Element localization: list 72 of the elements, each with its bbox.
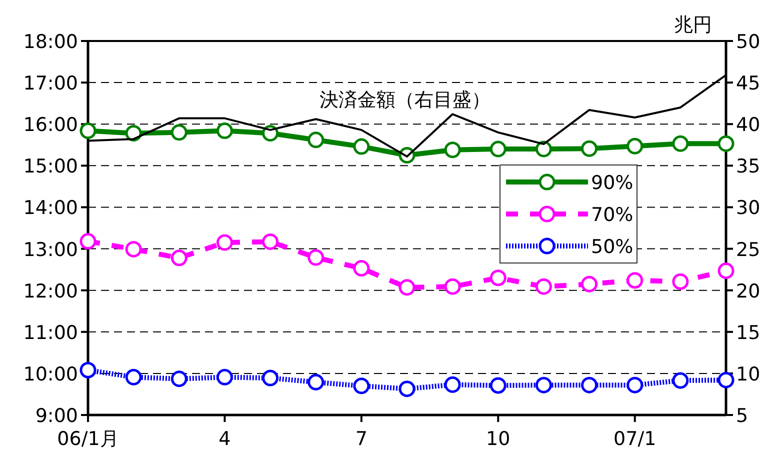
x-tick-label: 07/1 xyxy=(614,428,656,450)
y2-tick-label: 45 xyxy=(736,72,760,95)
y-tick-label: 12:00 xyxy=(23,280,78,302)
point xyxy=(308,132,324,148)
point xyxy=(535,278,552,295)
y-tick-label: 16:00 xyxy=(23,114,78,136)
legend-label: 50% xyxy=(591,236,634,258)
point xyxy=(718,135,734,152)
point xyxy=(125,240,142,258)
point xyxy=(308,249,324,266)
y2-tick-label: 40 xyxy=(736,114,760,136)
point xyxy=(672,135,689,152)
point xyxy=(626,376,644,394)
point xyxy=(444,278,461,295)
y2-tick-label: 5 xyxy=(736,405,748,427)
point xyxy=(581,276,598,292)
point xyxy=(398,380,416,398)
point xyxy=(490,140,506,158)
point xyxy=(672,372,689,389)
point xyxy=(490,377,506,394)
point xyxy=(353,260,370,277)
y-tick-label: 14:00 xyxy=(23,197,78,220)
y-tick-label: 18:00 xyxy=(23,31,78,53)
point xyxy=(216,122,233,140)
y2-tick-label: 20 xyxy=(736,280,760,302)
point xyxy=(125,368,142,386)
y2-tick-label: 25 xyxy=(736,238,760,261)
point xyxy=(170,124,188,141)
x-tick-label: 06/1月 xyxy=(57,428,119,450)
point xyxy=(170,370,188,388)
point xyxy=(262,370,279,386)
y2-tick-label: 10 xyxy=(736,363,760,386)
y2-tick-label: 30 xyxy=(736,197,760,220)
y-tick-label: 11:00 xyxy=(23,322,78,344)
point xyxy=(718,262,734,280)
point xyxy=(672,273,689,290)
point xyxy=(398,279,416,296)
y-tick-label: 17:00 xyxy=(23,72,78,95)
point xyxy=(626,272,644,289)
series-label: 決済金額（右目盛） xyxy=(320,89,490,111)
y-tick-label: 13:00 xyxy=(23,238,78,261)
point xyxy=(444,142,461,158)
x-tick-label: 10 xyxy=(486,428,510,450)
point xyxy=(308,374,324,390)
point xyxy=(216,234,233,251)
point xyxy=(353,138,370,155)
point xyxy=(80,362,96,378)
point xyxy=(444,376,461,393)
y-tick-label: 9:00 xyxy=(35,405,78,427)
y2-tick-label: 15 xyxy=(736,322,760,344)
y-tick-label: 15:00 xyxy=(23,156,78,178)
point xyxy=(353,378,370,394)
point xyxy=(80,233,96,250)
point xyxy=(581,376,598,394)
point xyxy=(535,376,552,394)
y-tick-label: 10:00 xyxy=(23,363,78,386)
legend-label: 90% xyxy=(591,172,634,194)
y2-tick-label: 50 xyxy=(736,31,760,53)
y2-tick-label: 35 xyxy=(736,156,760,178)
point xyxy=(626,138,644,154)
point xyxy=(170,250,188,266)
x-tick-label: 4 xyxy=(218,428,231,450)
point xyxy=(535,140,552,158)
point xyxy=(262,233,279,250)
point xyxy=(581,140,598,157)
y2-axis-title: 兆円 xyxy=(674,14,712,36)
point xyxy=(490,270,506,286)
point xyxy=(718,372,734,388)
legend-label: 70% xyxy=(591,204,634,226)
point xyxy=(80,122,96,140)
point xyxy=(216,368,233,386)
x-tick-label: 7 xyxy=(355,428,368,450)
